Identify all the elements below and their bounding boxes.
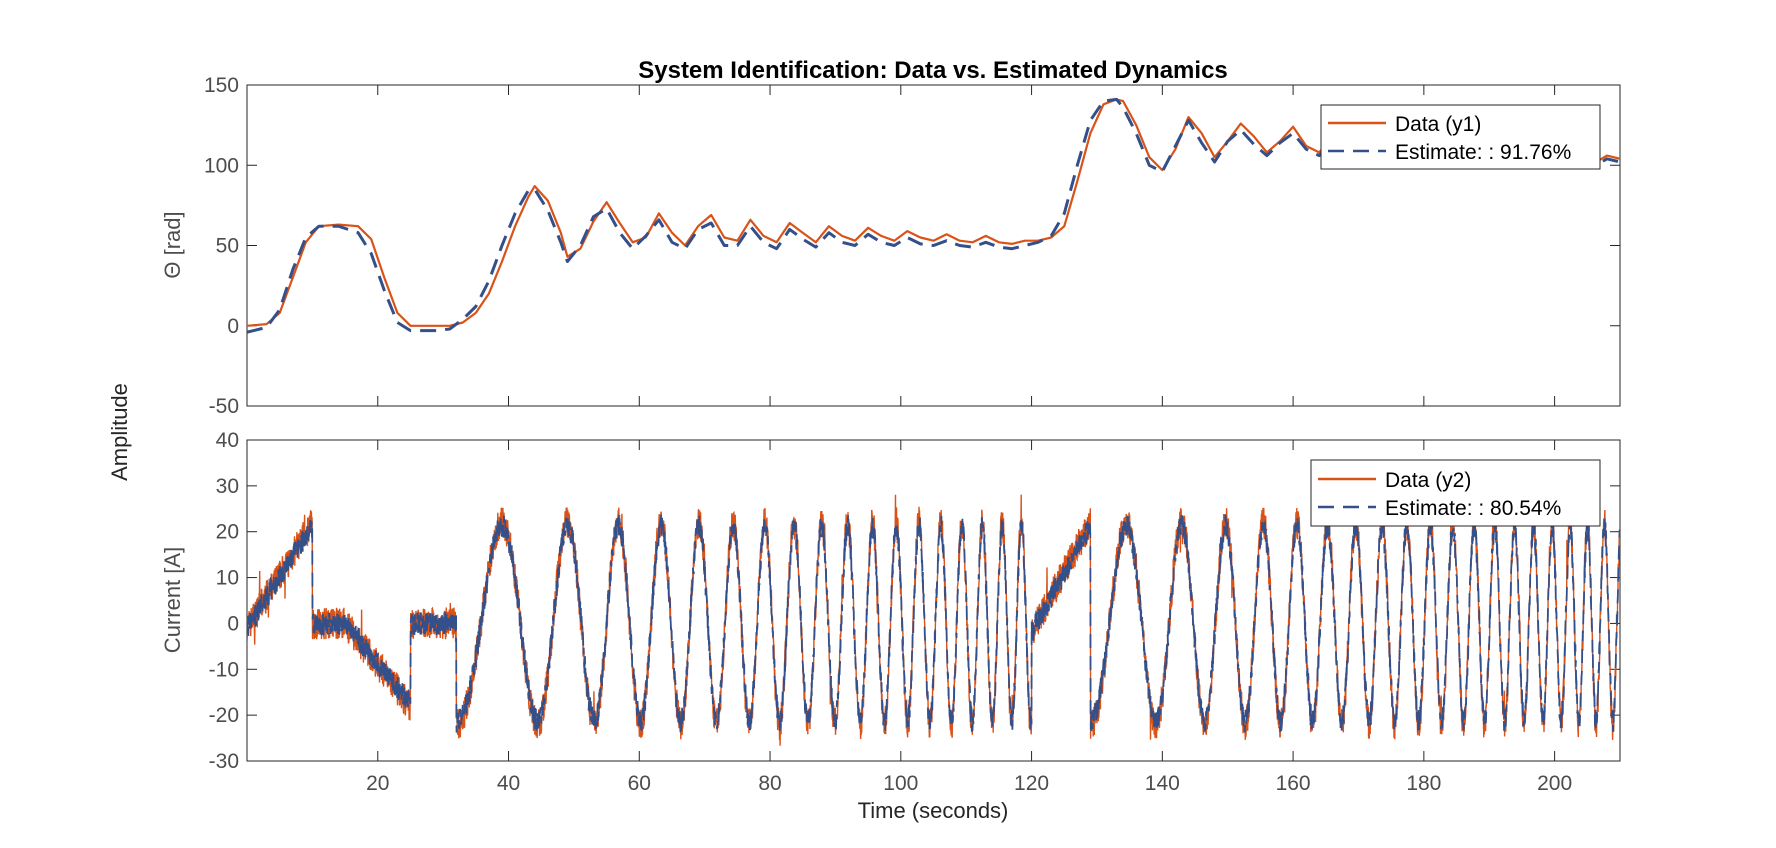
bottom-legend-data-label: Data (y2) [1385, 469, 1471, 492]
ytick-label-0-2: 50 [216, 235, 239, 258]
top-ticks: -50 0 50 100 150 [204, 74, 1620, 418]
top-legend-box [1320, 104, 1601, 170]
xtick-label-1-7: 160 [1276, 772, 1311, 795]
bottom-axes: -30 -20 -10 0 10 20 30 40 20 40 60 80 100 120 140 160 18… [160, 429, 1621, 795]
ytick-label-0-4: 150 [204, 74, 239, 97]
ytick-label-0-0: -50 [209, 395, 239, 418]
ytick-label-1-2: -10 [209, 658, 239, 681]
top-estimate-line [247, 97, 1620, 334]
xtick-label-1-0: 20 [366, 772, 389, 795]
xtick-label-1-5: 120 [1014, 772, 1049, 795]
bottom-legend: Data (y2) Estimate: : 80.54% [1310, 459, 1601, 527]
shared-y-label: Amplitude [107, 383, 132, 481]
bottom-ticks: -30 -20 -10 0 10 20 30 40 20 40 60 80 100 120 140 160 18… [209, 429, 1620, 795]
top-legend-estimate-label: Estimate: : 91.76% [1395, 141, 1571, 164]
xtick-label-1-4: 100 [883, 772, 918, 795]
ytick-label-1-0: -30 [209, 750, 239, 773]
ytick-label-0-3: 100 [204, 154, 239, 177]
top-legend-data-label: Data (y1) [1395, 113, 1481, 136]
bottom-y-axis-label: Current [A] [160, 547, 185, 653]
xtick-label-1-2: 60 [628, 772, 651, 795]
top-legend: Data (y1) Estimate: : 91.76% [1320, 104, 1601, 170]
figure-title: System Identification: Data vs. Estimate… [638, 57, 1228, 84]
bottom-legend-estimate-label: Estimate: : 80.54% [1385, 497, 1561, 520]
xtick-label-1-1: 40 [497, 772, 520, 795]
xtick-label-1-8: 180 [1406, 772, 1441, 795]
bottom-series [247, 494, 1620, 746]
xtick-label-1-6: 140 [1145, 772, 1180, 795]
ytick-label-1-7: 40 [216, 429, 239, 452]
top-y-axis-label: Θ [rad] [160, 211, 185, 278]
xtick-label-1-9: 200 [1537, 772, 1572, 795]
ytick-label-1-3: 0 [227, 612, 239, 635]
ytick-label-1-4: 10 [216, 567, 239, 590]
ytick-label-1-6: 30 [216, 475, 239, 498]
ytick-label-0-1: 0 [227, 315, 239, 338]
ytick-label-1-5: 20 [216, 521, 239, 544]
bottom-estimate-line [247, 514, 1620, 735]
top-axes: -50 0 50 100 150 Θ [rad] Data (y1) Estimate:… [160, 74, 1621, 418]
x-axis-label: Time (seconds) [858, 798, 1009, 823]
bottom-legend-box [1310, 459, 1601, 527]
ytick-label-1-1: -20 [209, 704, 239, 727]
xtick-label-1-3: 80 [758, 772, 781, 795]
